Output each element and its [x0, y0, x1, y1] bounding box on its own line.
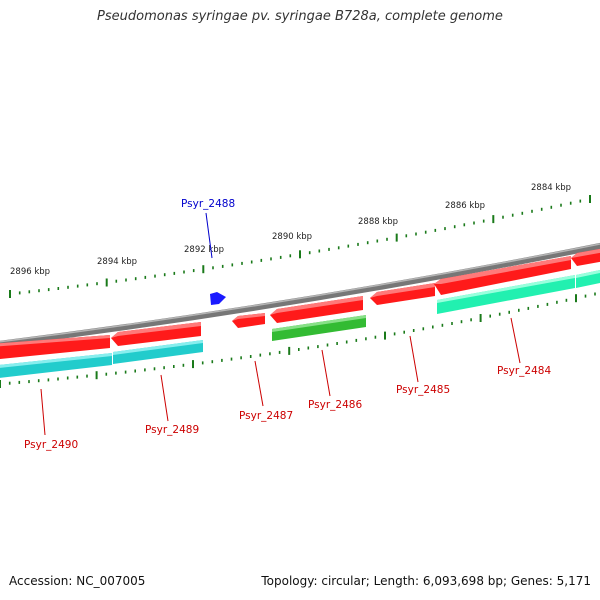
feature-arrow-green-2486-shade [272, 315, 366, 332]
gene-label-psyr-2487[interactable]: Psyr_2487 [239, 410, 293, 422]
gene-label-psyr-2490[interactable]: Psyr_2490 [24, 439, 78, 451]
kbp-label-group: 2884 kbp 2886 kbp 2888 kbp 2890 kbp 2892… [10, 183, 571, 277]
genome-title: Pseudomonas syringae pv. syringae B728a,… [97, 9, 503, 24]
gene-arrow-psyr-2485-shade [370, 283, 435, 298]
gene-track [0, 248, 600, 379]
genome-backbone-highlight [0, 243, 600, 343]
genome-summary-text: Topology: circular; Length: 6,093,698 bp… [261, 574, 591, 588]
leader-psyr-2487 [254, 360, 264, 407]
gene-arrow-psyr-2490-shade [0, 335, 110, 347]
gene-arrow-psyr-2489-shade [111, 322, 201, 338]
gene-arrow-psyr-2488[interactable] [210, 292, 226, 305]
kbp-label-2886: 2886 kbp [445, 201, 485, 211]
kbp-label-2894: 2894 kbp [97, 257, 137, 267]
gene-arrow-psyr-2486-shade [270, 296, 363, 315]
feature-arrow-mint-2484-shade [437, 275, 575, 303]
gene-labels: Psyr_2484 Psyr_2485 Psyr_2486 Psyr_2487 … [24, 198, 551, 451]
gene-label-psyr-2488[interactable]: Psyr_2488 [181, 198, 235, 210]
feature-arrow-mint-offscreen-shade [576, 270, 600, 278]
gene-arrow-psyr-2484-shade [434, 256, 571, 284]
gene-label-psyr-2489[interactable]: Psyr_2489 [145, 424, 199, 436]
gene-label-psyr-2484[interactable]: Psyr_2484 [497, 365, 551, 377]
feature-arrow-teal-2489-shade [113, 340, 203, 355]
gene-label-psyr-2486[interactable]: Psyr_2486 [308, 399, 362, 411]
kbp-label-2888: 2888 kbp [358, 217, 398, 227]
gene-arrow-offscreen-right-shade [571, 248, 600, 258]
kbp-label-2896: 2896 kbp [10, 267, 50, 277]
gene-arrow-psyr-2487-shade [232, 313, 265, 321]
leader-psyr-2484 [510, 317, 521, 364]
gene-leader-lines [40, 212, 521, 436]
leader-psyr-2489 [160, 374, 169, 422]
leader-psyr-2485 [409, 335, 419, 383]
feature-arrow-teal-left-shade [0, 353, 112, 368]
gene-arrow-psyr-2490[interactable] [0, 335, 110, 360]
kbp-label-2890: 2890 kbp [272, 232, 312, 242]
accession-text: Accession: NC_007005 [9, 574, 146, 588]
feature-arrow-mint-2484[interactable] [437, 275, 575, 314]
genome-backbone [0, 242, 600, 347]
inner-tick-track [0, 292, 596, 388]
feature-arrow-teal-left[interactable] [0, 353, 112, 379]
kbp-label-2892: 2892 kbp [184, 245, 224, 255]
outer-tick-track [9, 195, 591, 298]
kbp-label-2884: 2884 kbp [531, 183, 571, 193]
leader-psyr-2488 [205, 212, 213, 259]
gene-label-psyr-2485[interactable]: Psyr_2485 [396, 384, 450, 396]
leader-psyr-2486 [321, 349, 331, 397]
leader-psyr-2490 [40, 388, 46, 436]
